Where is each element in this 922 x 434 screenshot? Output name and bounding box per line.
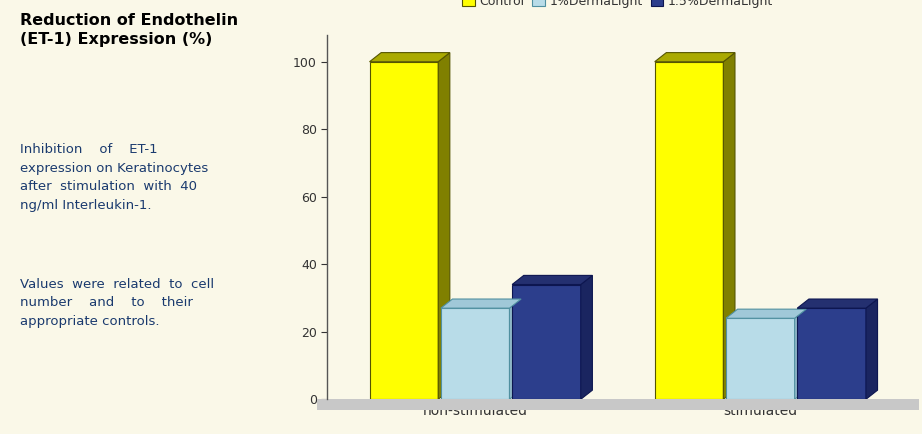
Bar <box>441 308 510 399</box>
Polygon shape <box>795 309 806 399</box>
Polygon shape <box>724 53 735 399</box>
Polygon shape <box>441 299 521 308</box>
Bar <box>317 399 918 410</box>
Text: Reduction of Endothelin
(ET-1) Expression (%): Reduction of Endothelin (ET-1) Expressio… <box>19 13 238 46</box>
Polygon shape <box>655 53 735 62</box>
Legend: Control, 1%DermaLight, 1.5%DermaLight: Control, 1%DermaLight, 1.5%DermaLight <box>457 0 778 13</box>
Polygon shape <box>370 53 450 62</box>
Polygon shape <box>866 299 878 399</box>
Polygon shape <box>581 276 593 399</box>
Bar <box>798 308 866 399</box>
Polygon shape <box>512 276 593 285</box>
Polygon shape <box>798 299 878 308</box>
Bar <box>512 285 581 399</box>
Polygon shape <box>438 53 450 399</box>
Text: Inhibition    of    ET-1
expression on Keratinocytes
after  stimulation  with  4: Inhibition of ET-1 expression on Keratin… <box>19 143 207 212</box>
Bar <box>370 62 438 399</box>
Text: Values  were  related  to  cell
number    and    to    their
appropriate control: Values were related to cell number and t… <box>19 278 214 328</box>
Polygon shape <box>510 299 521 399</box>
Bar <box>726 318 795 399</box>
Polygon shape <box>726 309 806 318</box>
Bar <box>655 62 724 399</box>
